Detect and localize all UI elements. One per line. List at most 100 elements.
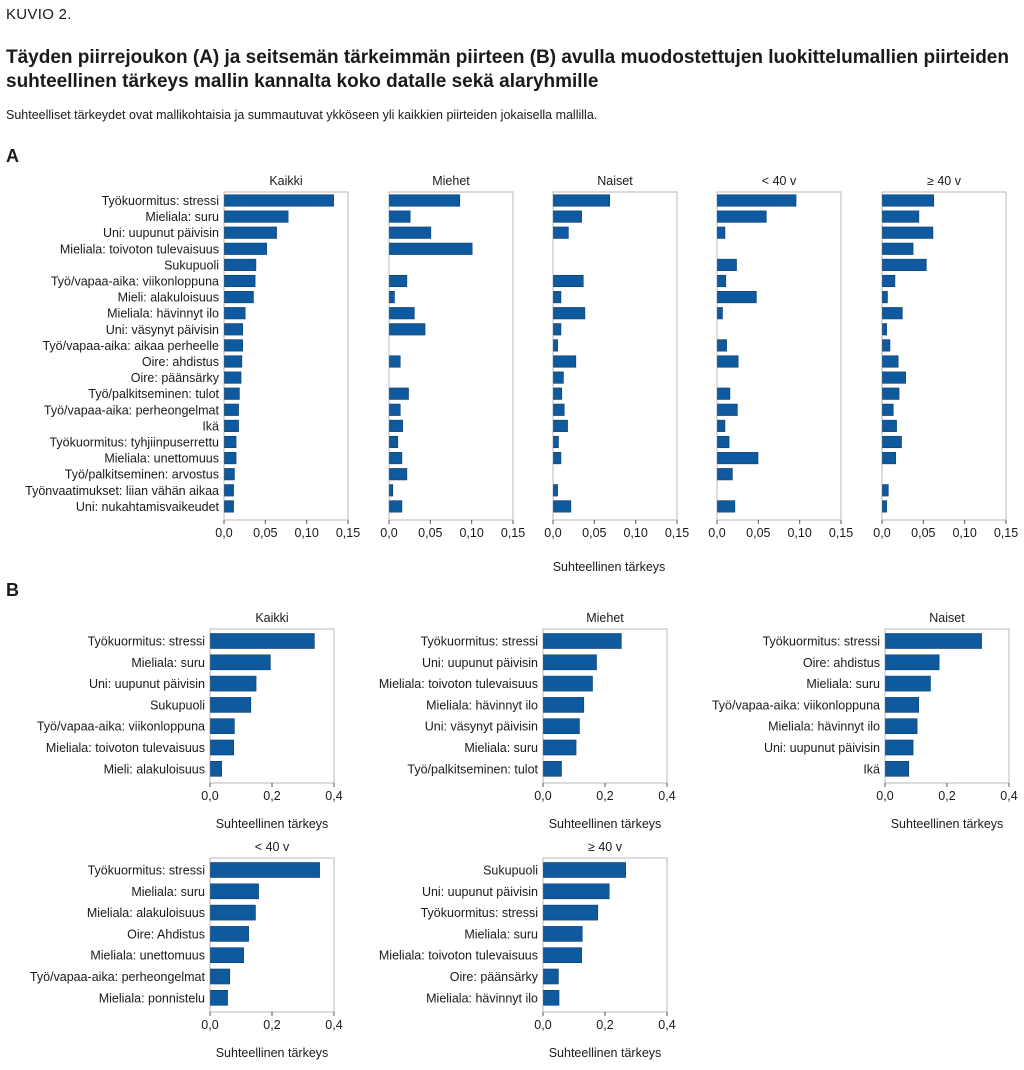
bar [553, 355, 577, 368]
bar [389, 210, 411, 223]
section-b-label: B [6, 580, 19, 600]
category-label: Ikä [202, 419, 219, 433]
x-tick-label: 0,2 [938, 789, 955, 803]
panel-title: < 40 v [255, 840, 290, 854]
x-axis-label: Suhteellinen tärkeys [549, 817, 662, 831]
bar [543, 968, 559, 985]
bar [882, 258, 927, 271]
bar [543, 675, 593, 692]
category-label: Mieliala: toivoton tulevaisuus [60, 242, 219, 256]
category-label: Oire: päänsärky [131, 371, 220, 385]
x-axis-label: Suhteellinen tärkeys [549, 1046, 662, 1060]
bar [717, 387, 731, 400]
bar [553, 484, 558, 497]
category-label: Uni: väsynyt päivisin [425, 720, 538, 734]
bar [882, 355, 899, 368]
category-label: Sukupuoli [483, 864, 538, 878]
category-label: Uni: väsynyt päivisin [106, 323, 219, 337]
category-label: Työ/vapaa-aika: viikonloppuna [712, 698, 880, 712]
category-label: Työkuormitus: stressi [763, 635, 880, 649]
x-tick-label: 0,0 [201, 1018, 218, 1032]
category-label: Työnvaatimukset: liian vähän aikaa [25, 484, 219, 498]
x-tick-label: 0,4 [658, 1018, 675, 1032]
bar [543, 718, 580, 735]
bar [389, 194, 461, 207]
bar [717, 258, 737, 271]
x-tick-label: 0,15 [336, 526, 360, 540]
bar [210, 904, 256, 921]
bar [553, 226, 569, 239]
bar [389, 274, 408, 288]
bar [885, 739, 914, 756]
x-tick-label: 0,4 [658, 789, 675, 803]
bar [210, 718, 235, 735]
bar [717, 339, 727, 352]
category-label: Työkuormitus: stressi [421, 906, 538, 920]
bar [717, 355, 739, 368]
bar [224, 468, 235, 481]
x-tick-label: 0,10 [787, 526, 811, 540]
bar [717, 500, 736, 513]
category-label: Mieliala: hävinnyt ilo [768, 720, 880, 734]
bar [717, 435, 730, 449]
category-label: Mieli: alakuloisuus [118, 291, 219, 305]
category-label: Työ/palkitseminen: tulot [88, 387, 219, 401]
bar [389, 355, 401, 368]
bar [224, 484, 234, 497]
bar [553, 291, 562, 304]
category-label: Uni: uupunut päivisin [422, 656, 538, 670]
bar [553, 435, 559, 449]
bar [882, 371, 906, 384]
bar [543, 760, 562, 777]
bar [224, 226, 277, 239]
bar [224, 500, 234, 513]
x-axis-label: Suhteellinen tärkeys [216, 1046, 329, 1060]
x-tick-label: 0,10 [623, 526, 647, 540]
x-tick-label: 0,10 [459, 526, 483, 540]
bar [885, 654, 940, 671]
category-label: Työkuormitus: stressi [88, 635, 205, 649]
x-tick-label: 0,2 [263, 789, 280, 803]
bar [882, 307, 903, 320]
category-label: Mieliala: hävinnyt ilo [107, 307, 219, 321]
category-label: Sukupuoli [150, 698, 205, 712]
bar [224, 274, 256, 288]
panel-title: ≥ 40 v [927, 174, 962, 188]
bar [224, 452, 237, 465]
bar [543, 947, 582, 964]
bar [543, 904, 599, 921]
bar [224, 403, 239, 416]
category-label: Mieliala: alakuloisuus [87, 906, 205, 920]
bar [882, 339, 891, 352]
bar [224, 242, 267, 255]
bar [210, 883, 259, 900]
category-label: Sukupuoli [164, 258, 219, 272]
bar [543, 697, 585, 713]
bar [389, 452, 403, 465]
category-label: Oire: ahdistus [803, 656, 880, 670]
bar [717, 403, 738, 416]
bar [210, 989, 228, 1006]
x-tick-label: 0,05 [582, 526, 606, 540]
bar [882, 323, 887, 336]
x-tick-label: 0,2 [596, 789, 613, 803]
category-label: Oire: Ahdistus [127, 927, 205, 941]
x-tick-label: 0,05 [746, 526, 770, 540]
panel-title: Kaikki [255, 611, 288, 625]
category-label: Mieliala: unettomuus [90, 949, 205, 963]
bar [553, 323, 562, 336]
category-label: Työ/vapaa-aika: viikonloppuna [51, 275, 219, 289]
x-tick-label: 0,0 [380, 526, 397, 540]
bar [553, 194, 611, 207]
category-label: Mieliala: toivoton tulevaisuus [46, 741, 205, 755]
panel-title: Miehet [432, 174, 470, 188]
bar [210, 675, 257, 692]
category-label: Oire: ahdistus [142, 355, 219, 369]
bar [389, 484, 394, 497]
x-tick-label: 0,2 [596, 1018, 613, 1032]
x-tick-label: 0,0 [534, 789, 551, 803]
bar [543, 633, 622, 649]
bar [210, 968, 231, 985]
category-label: Uni: uupunut päivisin [422, 885, 538, 899]
category-label: Uni: nukahtamisvaikeudet [76, 500, 220, 514]
